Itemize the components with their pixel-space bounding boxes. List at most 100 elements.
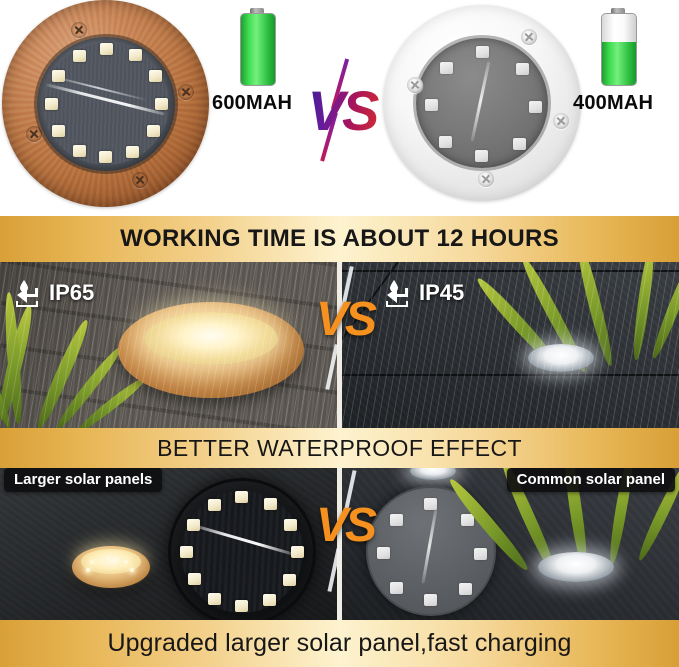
led-chip [148, 69, 162, 82]
right-battery-capacity-label: 400MAH [573, 92, 654, 114]
banner-solar-panel: Upgraded larger solar panel,fast chargin… [0, 620, 679, 667]
led-chip [51, 69, 65, 82]
led-chip [106, 556, 110, 560]
screw-icon [407, 77, 423, 93]
common-solar-panel-tag: Common solar panel [506, 468, 675, 492]
led-chip [128, 48, 142, 61]
banner-waterproof-text: BETTER WATERPROOF EFFECT [157, 434, 522, 461]
grass-decor [32, 317, 93, 428]
battery-comparison-section: 600MAH VS [0, 0, 679, 216]
large-solar-panel-disc [168, 478, 316, 620]
lens-glare-icon [471, 61, 491, 142]
led-chip [476, 46, 489, 58]
battery-partial-icon [601, 8, 637, 86]
led-chip [291, 546, 304, 558]
screw-icon [71, 22, 87, 38]
led-chip [208, 499, 221, 511]
vs-badge-solar: VS [312, 502, 378, 550]
led-chip [235, 600, 248, 612]
common-solar-panel-photo: Common solar panel [342, 468, 679, 620]
overhead-light-glow [410, 468, 456, 480]
battery-charge-level [241, 14, 275, 85]
solar-cell-surface [42, 42, 169, 165]
screw-icon [553, 113, 569, 129]
banner-waterproof: BETTER WATERPROOF EFFECT [0, 428, 679, 468]
led-chip [424, 498, 437, 510]
led-chip [154, 97, 168, 110]
banner-working-time: WORKING TIME IS ABOUT 12 HOURS [0, 216, 679, 262]
led-chip [72, 144, 86, 157]
led-chip [474, 548, 487, 560]
led-chip [99, 42, 113, 55]
led-chip [264, 498, 277, 510]
led-chip [51, 124, 65, 137]
panel-divider [337, 262, 342, 428]
water-drop-ingress-protection-icon [16, 280, 38, 307]
led-chip [98, 150, 112, 163]
illuminated-lens [144, 311, 278, 366]
led-chip [208, 593, 221, 605]
led-chip [377, 547, 390, 559]
water-drop-ingress-protection-icon [386, 280, 408, 307]
vs-badge-waterproof: VS [312, 296, 378, 344]
paving-seam [342, 374, 679, 376]
led-chip [390, 582, 403, 594]
led-chip [86, 568, 90, 572]
led-chip [461, 514, 474, 526]
led-chip [439, 136, 452, 148]
grass-decor [630, 262, 658, 361]
lit-copper-lamp [72, 546, 150, 588]
solar-panel-comparison-section: Larger solar panels Comm [0, 468, 679, 620]
dim-ground-light [528, 344, 594, 372]
led-chip [424, 594, 437, 606]
paving-seam [342, 270, 679, 272]
led-chip [425, 99, 438, 111]
battery-terminal [250, 8, 264, 14]
ip65-rating-label: IP65 [49, 280, 95, 305]
led-chip [529, 101, 542, 113]
grass-decor [648, 262, 679, 361]
led-chip [146, 124, 160, 137]
battery-body [601, 13, 637, 86]
larger-solar-panel-photo: Larger solar panels [0, 468, 337, 620]
screw-icon [132, 172, 148, 188]
led-chip [125, 145, 139, 158]
led-chip [390, 514, 403, 526]
led-chip [72, 49, 86, 62]
ip45-photo-panel: IP45 [342, 262, 679, 428]
banner-working-time-text: WORKING TIME IS ABOUT 12 HOURS [120, 225, 559, 252]
copper-light-in-rain [118, 302, 304, 398]
screw-icon [26, 126, 42, 142]
led-chip [235, 491, 248, 503]
screw-icon [521, 29, 537, 45]
left-battery-capacity-label: 600MAH [212, 92, 293, 114]
led-chip [130, 568, 134, 572]
battery-charge-level [602, 42, 636, 85]
led-chip [263, 594, 276, 606]
ip45-rating-label: IP45 [419, 280, 465, 305]
led-chip [459, 583, 472, 595]
white-light-lens [416, 38, 548, 168]
ip65-photo-panel: IP65 [0, 262, 337, 428]
copper-light-lens [36, 36, 175, 171]
led-chip [188, 573, 201, 585]
panel-divider [337, 468, 342, 620]
ip45-badge: IP45 [384, 278, 464, 308]
vs-badge-battery: VS [305, 58, 379, 162]
larger-solar-panels-tag: Larger solar panels [4, 468, 163, 492]
vs-label: VS [305, 76, 380, 146]
ip65-badge: IP65 [14, 278, 94, 308]
led-chip [475, 150, 488, 162]
led-chip [283, 574, 296, 586]
led-chip [124, 560, 128, 564]
led-chip [513, 138, 526, 150]
white-ground-light-product-image [383, 5, 581, 201]
led-chip [440, 62, 453, 74]
led-chip [44, 97, 58, 110]
led-chip [284, 519, 297, 531]
battery-terminal [611, 8, 625, 14]
battery-full-icon [240, 8, 276, 86]
led-chip [187, 519, 200, 531]
vs-label: VS [315, 499, 377, 552]
